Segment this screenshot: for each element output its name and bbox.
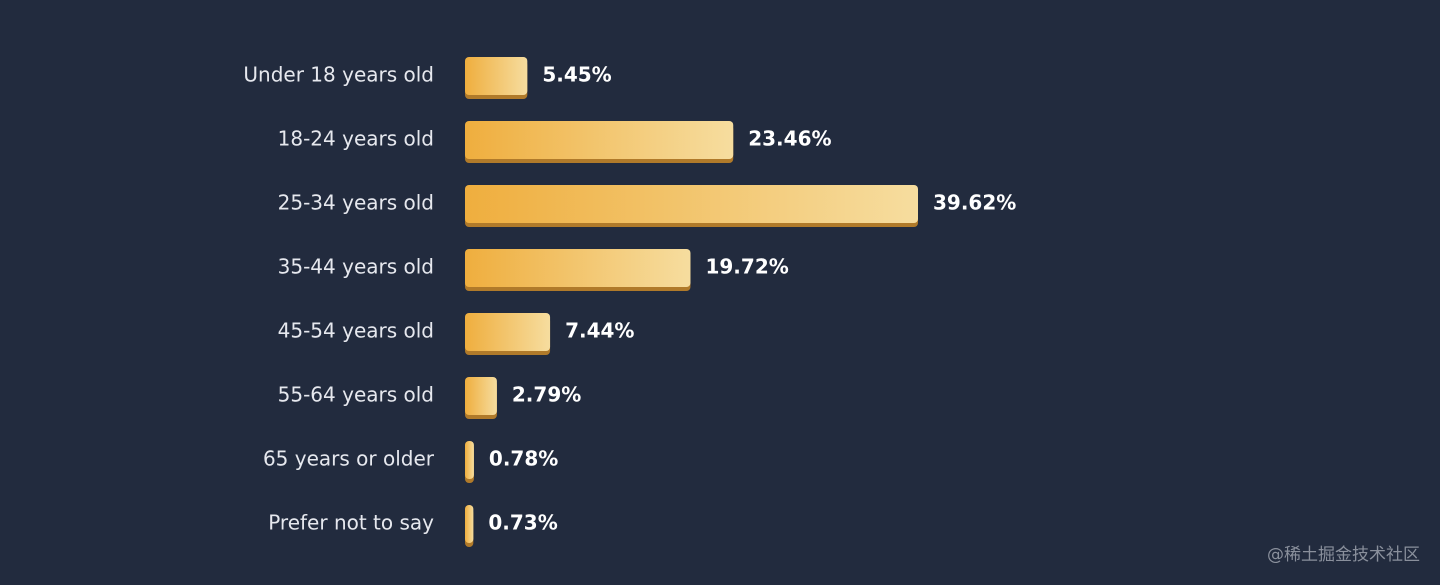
value-label: 2.79% bbox=[512, 383, 581, 407]
bar bbox=[465, 313, 551, 351]
value-label: 0.78% bbox=[489, 447, 558, 471]
category-label: 35-44 years old bbox=[278, 255, 434, 279]
category-label: 55-64 years old bbox=[278, 383, 434, 407]
bar bbox=[465, 121, 734, 159]
category-label: 18-24 years old bbox=[278, 127, 434, 151]
category-label: Prefer not to say bbox=[268, 511, 434, 535]
value-label: 0.73% bbox=[488, 511, 557, 535]
value-label: 39.62% bbox=[933, 191, 1016, 215]
value-label: 19.72% bbox=[705, 255, 788, 279]
category-label: 25-34 years old bbox=[278, 191, 434, 215]
bar bbox=[465, 249, 691, 287]
bar bbox=[465, 441, 474, 479]
category-label: 65 years or older bbox=[263, 447, 435, 471]
bar bbox=[465, 185, 918, 223]
bar bbox=[465, 505, 474, 543]
category-label: Under 18 years old bbox=[243, 63, 434, 87]
value-label: 23.46% bbox=[748, 127, 831, 151]
bar bbox=[465, 57, 528, 95]
value-label: 7.44% bbox=[565, 319, 634, 343]
watermark: @稀土掘金技术社区 bbox=[1267, 545, 1420, 565]
value-label: 5.45% bbox=[542, 63, 611, 87]
bar bbox=[465, 377, 497, 415]
category-label: 45-54 years old bbox=[278, 319, 434, 343]
